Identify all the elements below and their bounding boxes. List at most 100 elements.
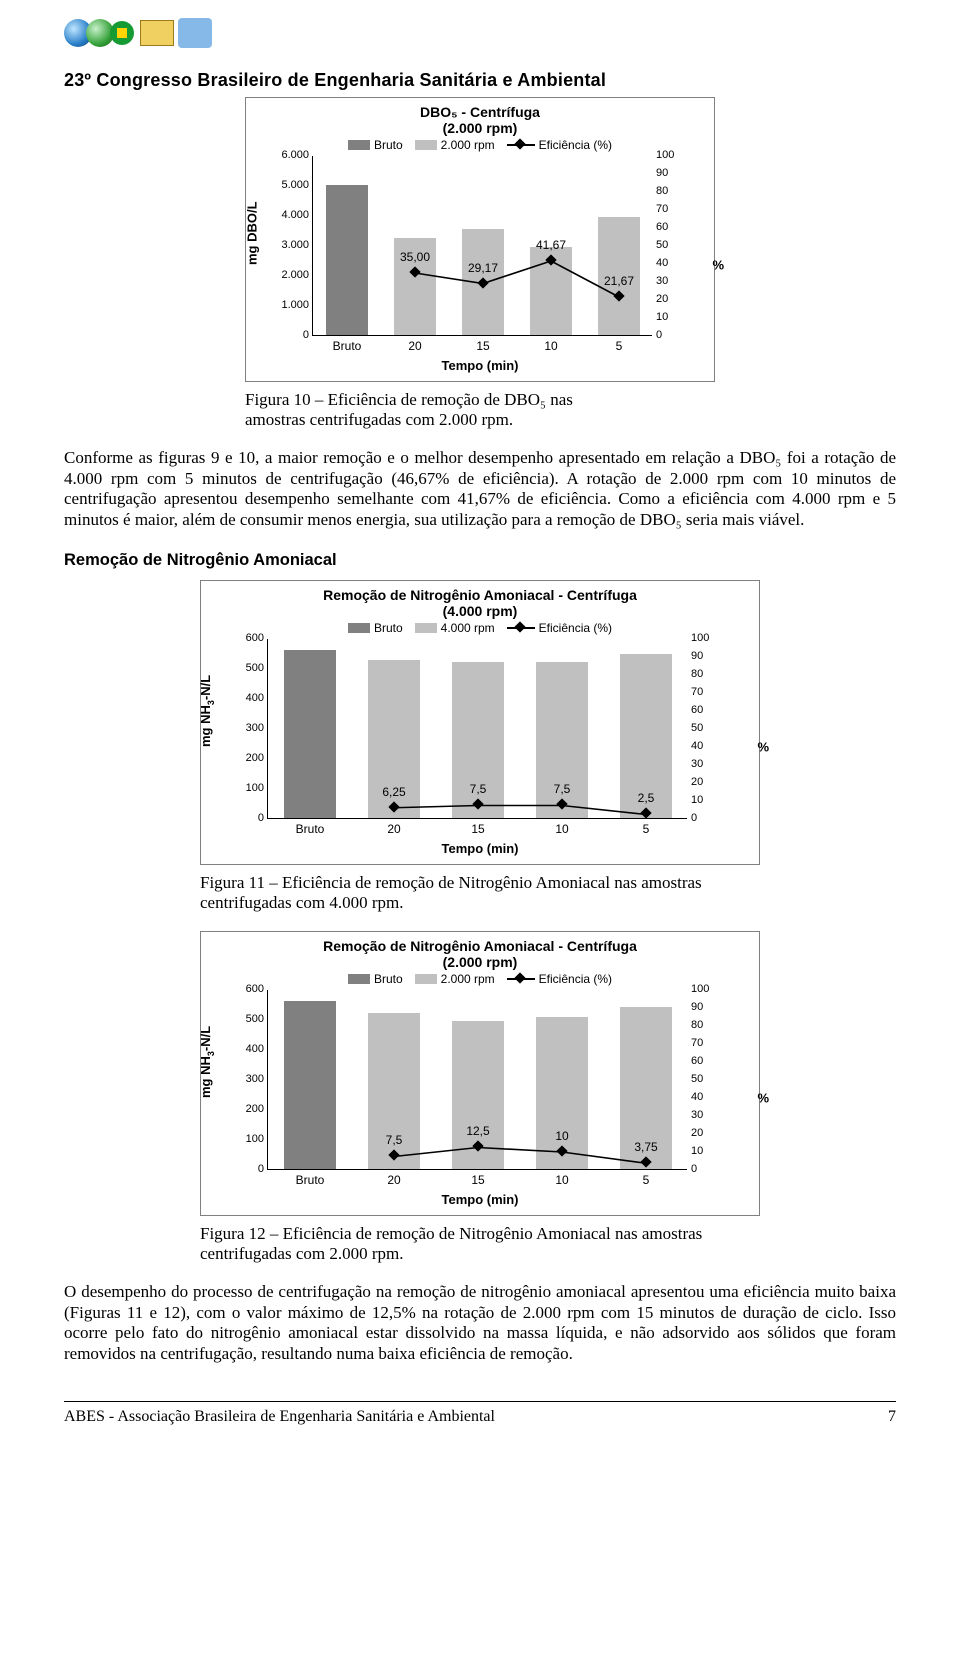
chart-nh3-4000rpm: Remoção de Nitrogênio Amoniacal - Centrí… [200, 580, 760, 913]
y-left-tick: 400 [222, 692, 264, 704]
efficiency-value-label: 12,5 [466, 1124, 489, 1138]
y-right-tick: 80 [691, 1019, 715, 1031]
y-right-tick: 40 [691, 740, 715, 752]
y-right-tick: 10 [656, 311, 680, 323]
y-left-tick: 200 [222, 752, 264, 764]
y-left-tick: 300 [222, 722, 264, 734]
efficiency-value-label: 7,5 [386, 1133, 403, 1147]
swatch-rpm [415, 140, 437, 150]
x-tick: Bruto [296, 822, 325, 836]
chart-dbo5-2000rpm: DBO₅ - Centrífuga (2.000 rpm) Bruto 2.00… [245, 97, 715, 430]
plot-area: 0100200300400500600010203040506070809010… [267, 990, 687, 1170]
y-left-tick: 5.000 [267, 179, 309, 191]
placard-icon [140, 20, 174, 46]
y-right-tick: 20 [691, 776, 715, 788]
y-left-tick: 1.000 [267, 299, 309, 311]
x-axis-title: Tempo (min) [209, 841, 751, 856]
chart-subtitle: (2.000 rpm) [254, 120, 706, 136]
y-left-tick: 600 [222, 983, 264, 995]
figure-caption-12: Figura 12 – Eficiência de remoção de Nit… [200, 1224, 760, 1264]
legend-item-rpm: 4.000 rpm [415, 621, 495, 635]
y-left-tick: 300 [222, 1073, 264, 1085]
y-right-tick: 20 [656, 293, 680, 305]
y-left-tick: 0 [267, 329, 309, 341]
x-tick: 15 [471, 1173, 484, 1187]
x-tick: Bruto [296, 1173, 325, 1187]
y-right-tick: 50 [691, 722, 715, 734]
y-right-tick: 30 [691, 758, 715, 770]
swatch-bruto [348, 974, 370, 984]
x-axis-title: Tempo (min) [254, 358, 706, 373]
legend-item-eff: Eficiência (%) [507, 621, 612, 635]
y-right-tick: 90 [691, 1001, 715, 1013]
x-tick: 5 [616, 339, 623, 353]
legend-label: Eficiência (%) [539, 972, 612, 986]
y-left-tick: 100 [222, 782, 264, 794]
y-right-tick: 100 [691, 632, 715, 644]
legend-item-eff: Eficiência (%) [507, 972, 612, 986]
x-tick: Bruto [333, 339, 362, 353]
legend-label: 4.000 rpm [441, 621, 495, 635]
efficiency-value-label: 10 [555, 1129, 568, 1143]
chart-frame: Remoção de Nitrogênio Amoniacal - Centrí… [200, 580, 760, 865]
line-marker-icon [507, 140, 535, 150]
legend-item-bruto: Bruto [348, 972, 403, 986]
legend: Bruto 2.000 rpm Eficiência (%) [209, 972, 751, 986]
brazil-flag-icon [110, 21, 134, 45]
legend: Bruto 2.000 rpm Eficiência (%) [254, 138, 706, 152]
y-left-tick: 0 [222, 812, 264, 824]
x-tick: 15 [476, 339, 489, 353]
y-left-tick: 2.000 [267, 269, 309, 281]
page: 23º Congresso Brasileiro de Engenharia S… [0, 0, 960, 1450]
section-heading-remocao-nh3: Remoção de Nitrogênio Amoniacal [64, 551, 896, 570]
y-left-tick: 3.000 [267, 239, 309, 251]
efficiency-value-label: 6,25 [382, 785, 405, 799]
figure-caption-10: Figura 10 – Eficiência de remoção de DBO… [245, 390, 595, 430]
chart-frame: DBO₅ - Centrífuga (2.000 rpm) Bruto 2.00… [245, 97, 715, 382]
y-right-tick: 0 [691, 1163, 715, 1175]
y-left-tick: 500 [222, 662, 264, 674]
y-left-tick: 100 [222, 1133, 264, 1145]
line-marker-icon [507, 623, 535, 633]
legend-item-rpm: 2.000 rpm [415, 972, 495, 986]
x-tick: 5 [643, 1173, 650, 1187]
logo-cluster [64, 18, 212, 48]
y-right-tick: 10 [691, 794, 715, 806]
y-left-tick: 4.000 [267, 209, 309, 221]
plot-area: 01.0002.0003.0004.0005.0006.000010203040… [312, 156, 652, 336]
y-right-tick: 40 [691, 1091, 715, 1103]
y-left-label: mg NH3-N/L [198, 1026, 216, 1098]
y-right-tick: 80 [656, 185, 680, 197]
page-footer: ABES - Associação Brasileira de Engenhar… [64, 1401, 896, 1426]
x-axis-title: Tempo (min) [209, 1192, 751, 1207]
efficiency-value-label: 2,5 [638, 791, 655, 805]
swatch-rpm [415, 974, 437, 984]
y-left-tick: 400 [222, 1043, 264, 1055]
footer-org: ABES - Associação Brasileira de Engenhar… [64, 1408, 495, 1426]
x-tick: 15 [471, 822, 484, 836]
y-right-tick: 10 [691, 1145, 715, 1157]
chart-subtitle: (4.000 rpm) [209, 603, 751, 619]
y-right-tick: 100 [691, 983, 715, 995]
chart-title: DBO₅ - Centrífuga [254, 104, 706, 120]
legend: Bruto 4.000 rpm Eficiência (%) [209, 621, 751, 635]
chart-title: Remoção de Nitrogênio Amoniacal - Centrí… [209, 587, 751, 603]
x-tick: 20 [387, 1173, 400, 1187]
y-right-tick: 50 [691, 1073, 715, 1085]
y-right-tick: 70 [656, 203, 680, 215]
legend-label: Bruto [374, 972, 403, 986]
efficiency-value-label: 21,67 [604, 274, 634, 288]
efficiency-value-label: 7,5 [554, 782, 571, 796]
y-right-tick: 20 [691, 1127, 715, 1139]
y-left-tick: 600 [222, 632, 264, 644]
efficiency-value-label: 35,00 [400, 250, 430, 264]
people-photo-icon [178, 18, 212, 48]
y-right-tick: 60 [691, 704, 715, 716]
legend-item-bruto: Bruto [348, 138, 403, 152]
y-right-tick: 90 [656, 167, 680, 179]
x-tick: 10 [555, 1173, 568, 1187]
efficiency-value-label: 29,17 [468, 261, 498, 275]
y-right-label: % [712, 257, 724, 272]
y-left-label: mg DBO/L [245, 201, 260, 265]
swatch-bruto [348, 140, 370, 150]
